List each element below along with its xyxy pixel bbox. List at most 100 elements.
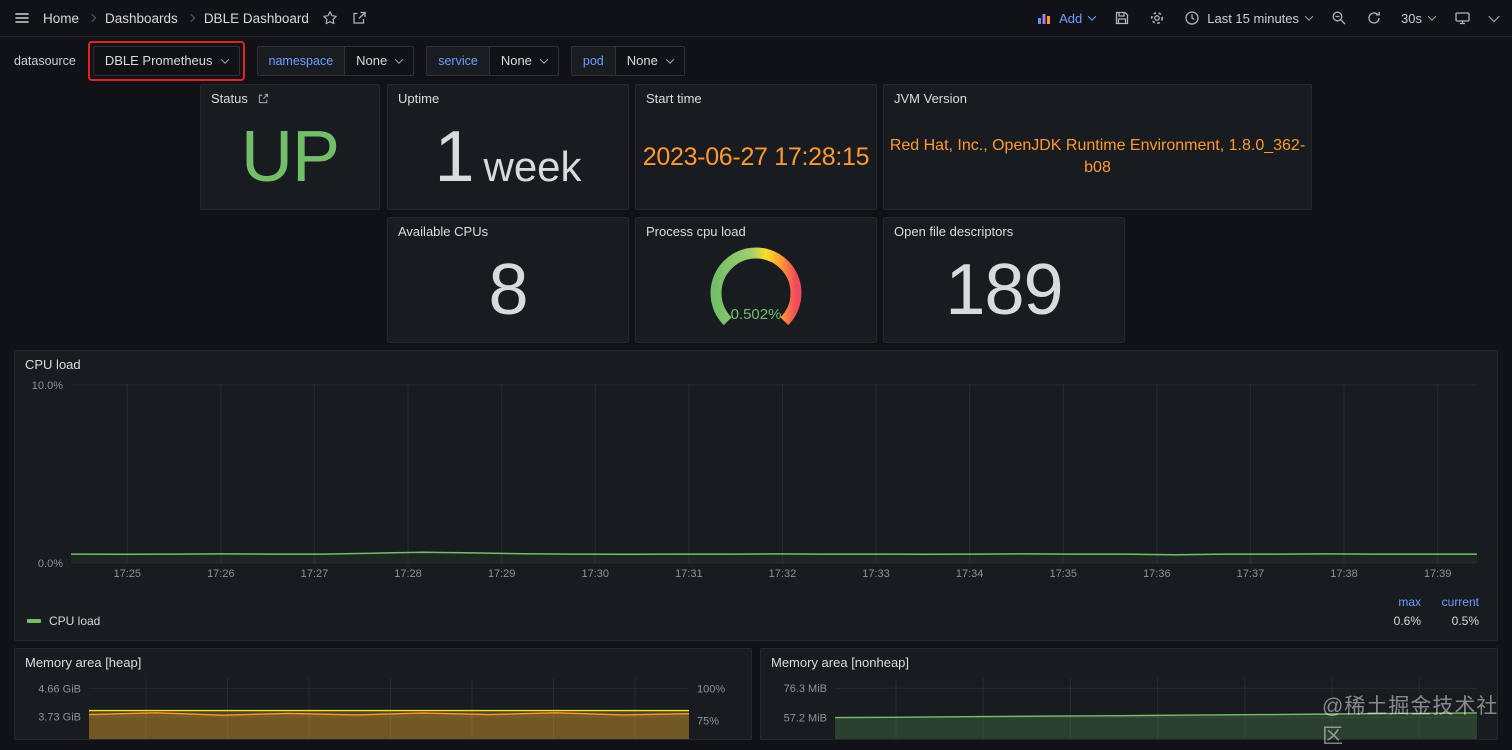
panel-title[interactable]: Uptime (398, 90, 440, 106)
time-range-picker[interactable]: Last 15 minutes (1184, 10, 1314, 26)
svg-text:17:38: 17:38 (1330, 568, 1358, 580)
datasource-dropdown[interactable]: DBLE Prometheus (92, 45, 240, 76)
watermark: @稀土掘金技术社区 (1322, 695, 1499, 748)
svg-text:17:34: 17:34 (956, 568, 984, 580)
svg-text:17:29: 17:29 (488, 568, 516, 580)
variable-label-datasource: datasource (14, 53, 76, 68)
svg-text:76.3 MiB: 76.3 MiB (784, 683, 827, 695)
panel-title[interactable]: Process cpu load (646, 223, 746, 239)
panel-title[interactable]: CPU load (25, 356, 81, 372)
svg-text:17:30: 17:30 (581, 568, 609, 580)
svg-text:17:28: 17:28 (394, 568, 422, 580)
stat-value-start-time: 2023-06-27 17:28:15 (642, 142, 870, 171)
panel-title[interactable]: Memory area [heap] (25, 654, 142, 670)
kiosk-icon (1455, 12, 1470, 25)
service-dropdown[interactable]: None (488, 45, 559, 76)
chevron-down-icon (1304, 12, 1314, 21)
panel-title[interactable]: Status (211, 90, 248, 106)
service-dropdown-value: None (500, 53, 532, 68)
svg-text:10.0%: 10.0% (32, 380, 63, 392)
variables-bar: datasource DBLE Prometheus namespace Non… (0, 37, 1512, 84)
save-icon (1116, 11, 1129, 25)
pod-dropdown[interactable]: None (614, 45, 685, 76)
refresh-interval-picker[interactable]: 30s (1401, 10, 1437, 26)
star-icon (323, 11, 337, 25)
chevron-down-icon (220, 54, 229, 64)
panel-memory-nonheap: Memory area [nonheap] 76.3 MiB 57.2 MiB (760, 648, 1498, 740)
memory-nonheap-chart[interactable]: 76.3 MiB 57.2 MiB (769, 676, 1489, 739)
chevron-right-icon (87, 13, 97, 23)
svg-text:0.0%: 0.0% (38, 558, 63, 570)
menu-icon (15, 13, 29, 23)
share-dashboard-button[interactable] (351, 10, 367, 26)
panel-process-cpu-load: Process cpu load 0.502% (635, 217, 877, 343)
panel-title[interactable]: JVM Version (894, 90, 967, 106)
zoom-out-time-button[interactable] (1331, 10, 1347, 26)
cpu-load-legend: max current CPU load 0.6% 0.5% (27, 592, 1479, 630)
pod-dropdown-value: None (626, 53, 658, 68)
chevron-down-icon (1427, 12, 1437, 21)
add-panel-icon (1038, 14, 1051, 24)
legend-series-name[interactable]: CPU load (49, 613, 101, 628)
clock-icon (1185, 11, 1199, 25)
panel-start-time: Start time 2023-06-27 17:28:15 (635, 84, 877, 210)
breadcrumb-home[interactable]: Home (43, 10, 80, 26)
stat-value-uptime: 1 week (434, 117, 582, 197)
refresh-icon (1368, 11, 1380, 24)
kiosk-mode-button[interactable] (1454, 10, 1471, 26)
svg-text:17:35: 17:35 (1049, 568, 1077, 580)
stat-value-jvm-version: Red Hat, Inc., OpenJDK Runtime Environme… (889, 137, 1306, 176)
breadcrumb-dashboards[interactable]: Dashboards (105, 10, 178, 26)
stat-value-status: UP (240, 117, 340, 197)
svg-text:100%: 100% (697, 683, 725, 695)
series-color-swatch (27, 618, 41, 623)
add-button-label: Add (1059, 10, 1083, 26)
panel-link-button[interactable] (257, 92, 270, 105)
panel-uptime: Uptime 1 week (387, 84, 629, 210)
svg-text:17:32: 17:32 (769, 568, 797, 580)
save-dashboard-button[interactable] (1114, 10, 1130, 26)
datasource-dropdown-value: DBLE Prometheus (104, 53, 213, 68)
svg-text:17:31: 17:31 (675, 568, 703, 580)
stat-value-available-cpus: 8 (488, 250, 528, 330)
menu-toggle-button[interactable] (14, 10, 30, 26)
time-range-label: Last 15 minutes (1207, 10, 1300, 26)
panel-title[interactable]: Memory area [nonheap] (771, 654, 910, 670)
share-icon (353, 11, 366, 24)
legend-sort-max[interactable]: max (1363, 595, 1421, 609)
panel-status: Status UP (200, 84, 380, 210)
collapse-topbar-button[interactable] (1488, 10, 1500, 23)
favorite-dashboard-button[interactable] (322, 10, 338, 26)
panel-memory-heap: Memory area [heap] 4.66 GiB 3.73 GiB 100% 7… (14, 648, 752, 740)
panel-open-file-descriptors: Open file descriptors 189 (883, 217, 1125, 343)
breadcrumb-current: DBLE Dashboard (203, 10, 309, 26)
legend-sort-current[interactable]: current (1421, 595, 1479, 609)
svg-text:17:33: 17:33 (862, 568, 890, 580)
gauge-value: 0.502% (731, 306, 782, 323)
svg-text:3.73 GiB: 3.73 GiB (38, 712, 81, 724)
top-navigation-bar: Home Dashboards DBLE Dashboard Add Last … (0, 0, 1512, 37)
svg-text:17:26: 17:26 (207, 568, 235, 580)
svg-text:17:39: 17:39 (1424, 568, 1452, 580)
cpu-load-chart[interactable]: 17:25 17:26 17:27 17:28 17:29 17:30 17:31 17:32… (23, 377, 1489, 581)
variable-label-pod: pod (570, 45, 615, 76)
panel-available-cpus: Available CPUs 8 (387, 217, 629, 343)
chevron-right-icon (186, 13, 196, 23)
chevron-down-icon (665, 54, 675, 64)
variable-label-namespace: namespace (256, 45, 345, 76)
panel-title[interactable]: Available CPUs (398, 223, 489, 239)
refresh-dashboard-button[interactable] (1366, 10, 1382, 26)
dashboard-settings-button[interactable] (1149, 10, 1165, 26)
add-button[interactable]: Add (1036, 10, 1097, 26)
svg-text:75%: 75% (697, 716, 719, 728)
breadcrumb: Home Dashboards DBLE Dashboard (43, 11, 309, 26)
legend-value-max: 0.6% (1393, 613, 1421, 628)
panel-title[interactable]: Open file descriptors (894, 223, 1014, 239)
panel-title[interactable]: Start time (646, 90, 702, 106)
settings-icon (1151, 12, 1164, 24)
namespace-dropdown[interactable]: None (344, 45, 415, 76)
panel-cpu-load-chart: CPU load 17:25 17:26 17:27 17:28 17:29 17:30 1… (14, 350, 1498, 641)
memory-heap-chart[interactable]: 4.66 GiB 3.73 GiB 100% 75% (23, 676, 743, 739)
refresh-interval-label: 30s (1401, 10, 1422, 26)
stat-value-open-fds: 189 (945, 250, 1063, 330)
